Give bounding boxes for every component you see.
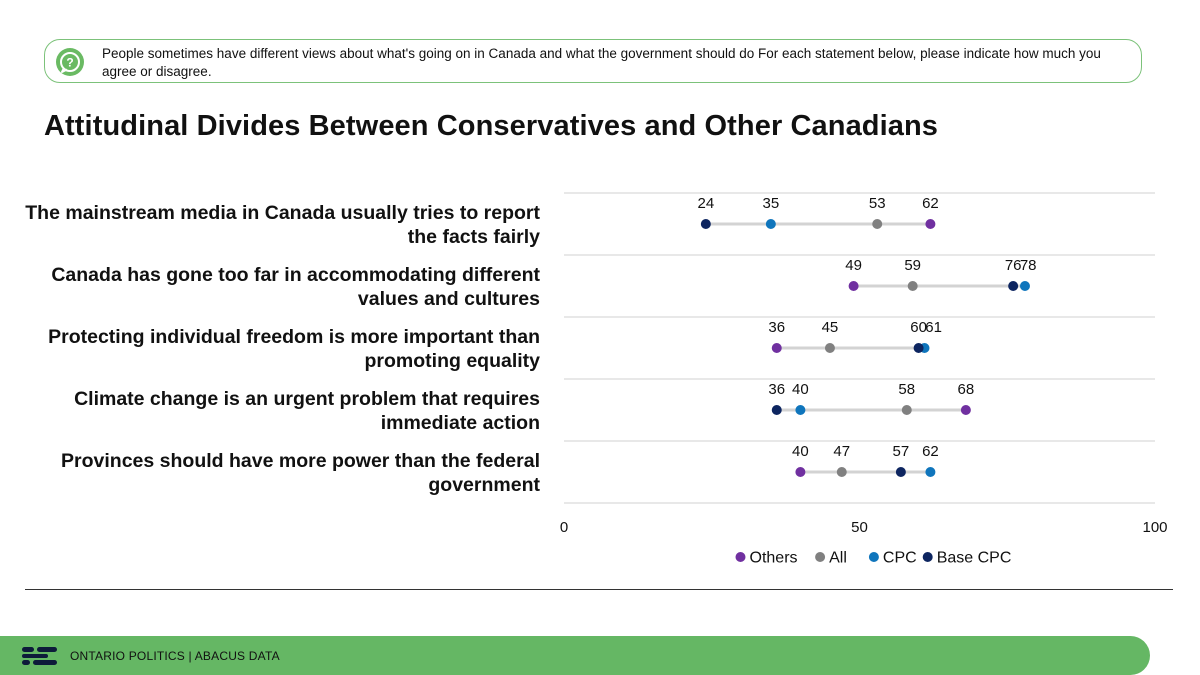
question-bubble-icon: ? xyxy=(56,48,84,76)
statement-label-3: Protecting individual freedom is more im… xyxy=(48,326,540,372)
legend-marker xyxy=(922,552,933,562)
data-label: 35 xyxy=(763,195,780,212)
data-label: 40 xyxy=(792,381,809,398)
data-label: 61 xyxy=(925,319,942,336)
data-point-base-cpc xyxy=(1008,281,1019,291)
data-point-cpc xyxy=(765,219,776,229)
data-point-others xyxy=(960,405,971,415)
x-tick-label: 0 xyxy=(560,519,568,536)
question-box: ? People sometimes have different views … xyxy=(44,39,1142,83)
data-label: 78 xyxy=(1020,257,1037,274)
data-label: 58 xyxy=(898,381,915,398)
data-label: 45 xyxy=(822,319,839,336)
data-label: 53 xyxy=(869,195,886,212)
data-label: 24 xyxy=(697,195,714,212)
data-label: 62 xyxy=(922,195,939,212)
data-label: 40 xyxy=(792,443,809,460)
data-point-others xyxy=(848,281,859,291)
data-label: 76 xyxy=(1005,257,1022,274)
data-point-base-cpc xyxy=(771,405,782,415)
data-point-cpc xyxy=(925,467,936,477)
chart-title: Attitudinal Divides Between Conservative… xyxy=(44,110,939,142)
footer-divider xyxy=(25,589,1173,590)
footer-text: ONTARIO POLITICS | ABACUS DATA xyxy=(70,649,280,663)
data-point-others xyxy=(925,219,936,229)
statement-label-2: Canada has gone too far in accommodating… xyxy=(51,264,540,310)
data-point-all xyxy=(824,343,835,353)
data-label: 47 xyxy=(833,443,850,460)
legend-label: Others xyxy=(750,550,798,567)
data-label: 57 xyxy=(893,443,910,460)
data-label: 62 xyxy=(922,443,939,460)
data-point-all xyxy=(872,219,883,229)
x-tick-label: 50 xyxy=(851,519,868,536)
data-point-others xyxy=(771,343,782,353)
legend-label: Base CPC xyxy=(937,550,1012,567)
data-point-all xyxy=(907,281,918,291)
data-point-others xyxy=(795,467,806,477)
data-label: 60 xyxy=(910,319,927,336)
data-point-all xyxy=(901,405,912,415)
svg-text:?: ? xyxy=(66,56,73,70)
question-text: People sometimes have different views ab… xyxy=(102,46,1101,79)
data-point-all xyxy=(836,467,847,477)
legend-label: All xyxy=(829,550,847,567)
data-label: 49 xyxy=(845,257,862,274)
data-label: 36 xyxy=(768,381,785,398)
legend-marker xyxy=(868,552,879,562)
legend-label: CPC xyxy=(883,550,917,567)
data-point-cpc xyxy=(795,405,806,415)
data-point-base-cpc xyxy=(913,343,924,353)
statement-label-4: Climate change is an urgent problem that… xyxy=(74,388,540,434)
legend-marker xyxy=(815,552,826,562)
footer-bar: ONTARIO POLITICS | ABACUS DATA xyxy=(0,636,1150,675)
legend-marker xyxy=(735,552,746,562)
x-tick-label: 100 xyxy=(1142,519,1167,536)
abacus-logo-icon xyxy=(22,647,57,665)
statement-label-1: The mainstream media in Canada usually t… xyxy=(25,202,540,248)
data-point-base-cpc xyxy=(895,467,906,477)
data-point-cpc xyxy=(1019,281,1030,291)
data-point-base-cpc xyxy=(700,219,711,229)
data-label: 68 xyxy=(958,381,975,398)
statement-label-5: Provinces should have more power than th… xyxy=(61,450,540,496)
data-label: 59 xyxy=(904,257,921,274)
data-label: 36 xyxy=(768,319,785,336)
